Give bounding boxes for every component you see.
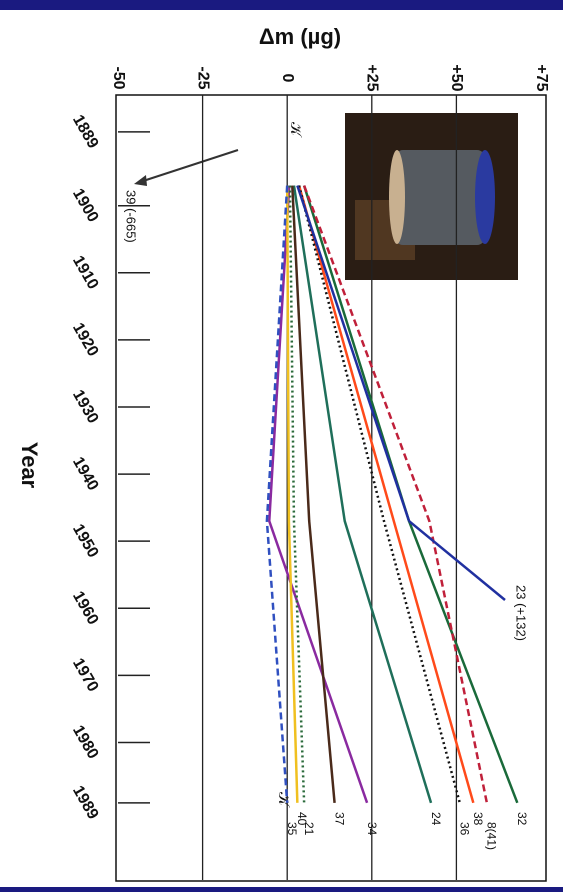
- series-label: 37: [332, 812, 346, 826]
- series-label: 32: [515, 812, 529, 826]
- axis-title: Year: [17, 442, 42, 489]
- series-label: 38: [471, 812, 485, 826]
- series-line: [302, 185, 489, 804]
- photo: [345, 113, 518, 280]
- series-line: [265, 185, 289, 803]
- series-label: 23 (+132): [514, 585, 529, 641]
- annotation: 𝒦: [275, 792, 292, 808]
- series-label: 24: [429, 812, 443, 826]
- chart-title: Δm (µg): [259, 24, 341, 49]
- series-line: [291, 185, 336, 803]
- series-line: [268, 185, 369, 804]
- value-tick-label: +25: [364, 64, 381, 91]
- series-label: 35: [285, 822, 299, 836]
- arrow-head: [134, 175, 147, 186]
- arrow: [408, 520, 506, 601]
- annotation: 39 (-665): [124, 190, 139, 243]
- series-line: [296, 185, 411, 522]
- series-label: 34: [365, 822, 379, 836]
- value-tick-label: -25: [194, 66, 211, 89]
- plot-frame: [115, 94, 547, 882]
- series-label: 40: [295, 812, 309, 826]
- series-line: [288, 185, 306, 803]
- value-tick-label: -50: [110, 66, 127, 89]
- series-line: [292, 185, 433, 804]
- series-line: [297, 185, 475, 804]
- series-line: [285, 185, 299, 803]
- series-line: [297, 185, 461, 804]
- value-tick-label: +75: [533, 64, 550, 91]
- value-tick-label: +50: [448, 64, 465, 91]
- value-tick-label: 0: [279, 74, 296, 83]
- arrow: [139, 149, 239, 183]
- series-label: 8(41): [485, 822, 499, 850]
- annotation: 𝒦: [287, 122, 304, 138]
- series-label: 21: [302, 822, 316, 836]
- series-label: 36: [458, 822, 472, 836]
